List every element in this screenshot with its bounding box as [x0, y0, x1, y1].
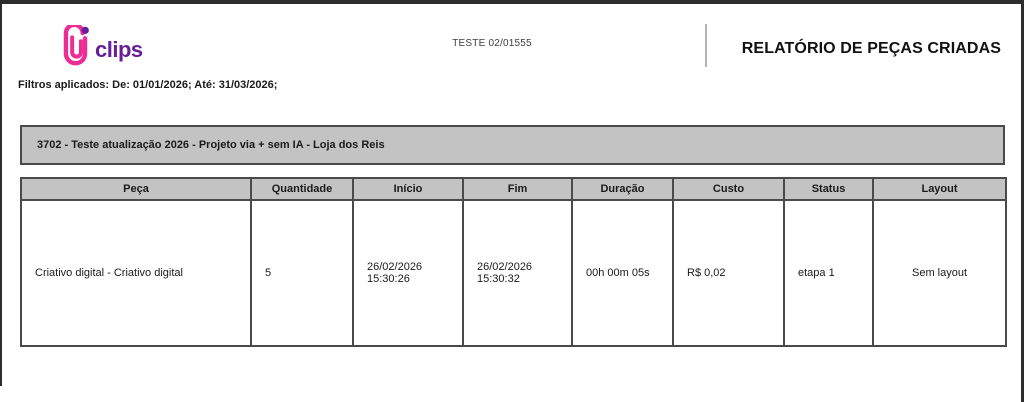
table-header-row: Peça Quantidade Início Fim Duração Custo… [20, 177, 1007, 201]
column-header-status: Status [783, 177, 874, 201]
column-header-custo: Custo [672, 177, 785, 201]
column-header-inicio: Início [352, 177, 464, 201]
applied-filters-text: Filtros aplicados: De: 01/01/2026; Até: … [18, 79, 278, 91]
document-reference: TESTE 02/01555 [452, 38, 532, 49]
header-divider [705, 24, 707, 67]
paperclip-icon [57, 25, 94, 67]
column-header-layout: Layout [872, 177, 1007, 201]
cell-layout: Sem layout [872, 199, 1007, 347]
cell-status: etapa 1 [783, 199, 874, 347]
cell-quantidade: 5 [250, 199, 354, 347]
column-header-peca: Peça [20, 177, 252, 201]
logo-brand-text: clips [95, 37, 143, 62]
cell-fim: 26/02/2026 15:30:32 [462, 199, 573, 347]
iclips-logo: clips [57, 25, 143, 67]
pieces-table: Peça Quantidade Início Fim Duração Custo… [20, 177, 1007, 347]
window-left-edge [0, 0, 2, 386]
project-banner: 3702 - Teste atualização 2026 - Projeto … [20, 125, 1005, 165]
cell-peca: Criativo digital - Criativo digital [20, 199, 252, 347]
window-top-edge [0, 0, 1024, 4]
page-title: RELATÓRIO DE PEÇAS CRIADAS [741, 40, 1001, 57]
cell-custo: R$ 0,02 [672, 199, 785, 347]
column-header-fim: Fim [462, 177, 573, 201]
cell-duracao: 00h 00m 05s [571, 199, 674, 347]
table-row: Criativo digital - Criativo digital 5 26… [20, 199, 1007, 347]
cell-inicio: 26/02/2026 15:30:26 [352, 199, 464, 347]
project-banner-text: 3702 - Teste atualização 2026 - Projeto … [37, 139, 385, 151]
column-header-duracao: Duração [571, 177, 674, 201]
window-right-edge [1021, 0, 1024, 402]
column-header-quantidade: Quantidade [250, 177, 354, 201]
